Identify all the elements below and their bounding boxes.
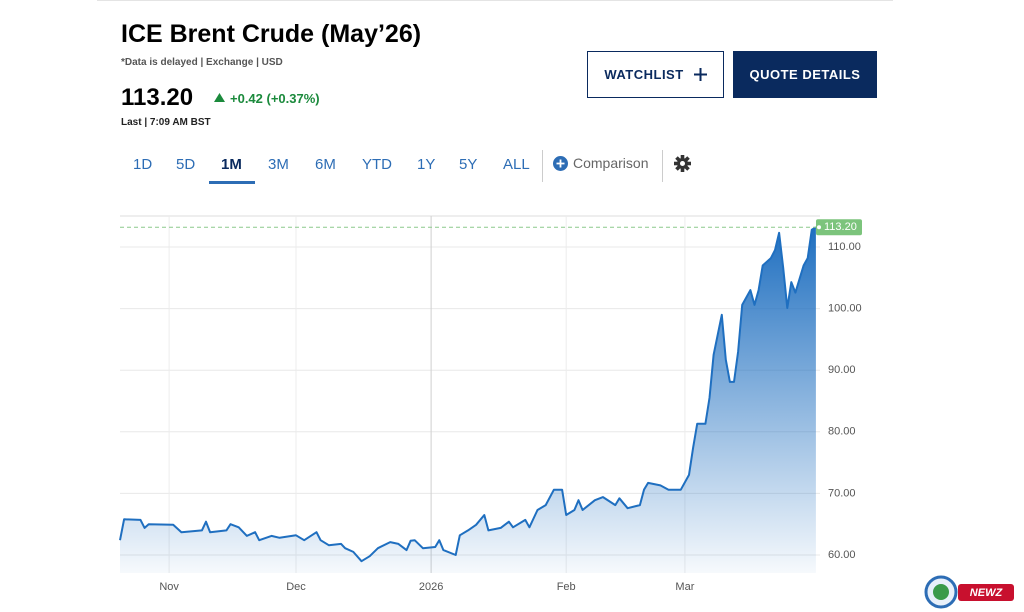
range-tab[interactable]: 6M [315,156,336,173]
comparison-button[interactable]: Comparison [553,155,648,171]
last-price-dot [817,225,821,230]
up-arrow [214,93,225,102]
price-chart: 60.00 70.00 80.00 90.00 100.00 110.00 Nov Dec 20… [119,215,862,593]
x-tick-label: Feb [557,581,576,593]
watermark-text: NEWZ [970,587,1004,599]
plus-circle-icon [553,155,568,171]
x-tick-label: Nov [159,581,179,593]
separator [662,150,663,182]
range-tab[interactable]: 3M [268,156,289,173]
range-tab[interactable]: ALL [503,156,530,173]
quote-details-button[interactable]: QUOTE DETAILS [733,51,877,98]
title: ICE Brent Crude (May’26) [121,20,422,48]
page-frame [97,0,893,612]
price: 113.20 [121,84,194,111]
last-price-tag [816,219,862,236]
range-tab[interactable]: YTD [362,156,392,173]
range-tab[interactable]: 1M [221,156,242,173]
watermark-logo: NEWZ [924,575,1014,609]
range-tab[interactable]: 5D [176,156,196,173]
price-change: +0.42 (+0.37%) [230,91,320,106]
y-tick-label: 80.00 [828,426,856,438]
range-tab[interactable]: 5Y [459,156,478,173]
y-tick-label: 60.00 [828,549,856,561]
area-fill [120,227,816,574]
last-price-label: 113.20 [824,221,857,233]
y-tick-label: 90.00 [828,364,856,376]
y-tick-label: 70.00 [828,487,856,499]
plus-icon [693,68,707,81]
active-tab-indicator [209,181,255,184]
y-tick-label: 100.00 [828,302,862,314]
x-tick-label: Dec [286,581,306,593]
watchlist-button[interactable]: WATCHLIST [587,51,724,98]
subtitle: *Data is delayed | Exchange | USD [121,57,283,68]
watchlist-label: WATCHLIST [604,67,684,82]
separator [542,150,543,182]
settings-icon[interactable] [674,155,691,172]
y-tick-label: 110.00 [828,241,861,253]
price-line [119,226,817,563]
comparison-label: Comparison [573,155,649,171]
x-tick-label: 2026 [419,581,443,593]
range-tab[interactable]: 1Y [417,156,436,173]
x-tick-label: Mar [675,581,694,593]
range-tab[interactable]: 1D [133,156,153,173]
last-time: Last | 7:09 AM BST [121,117,211,128]
